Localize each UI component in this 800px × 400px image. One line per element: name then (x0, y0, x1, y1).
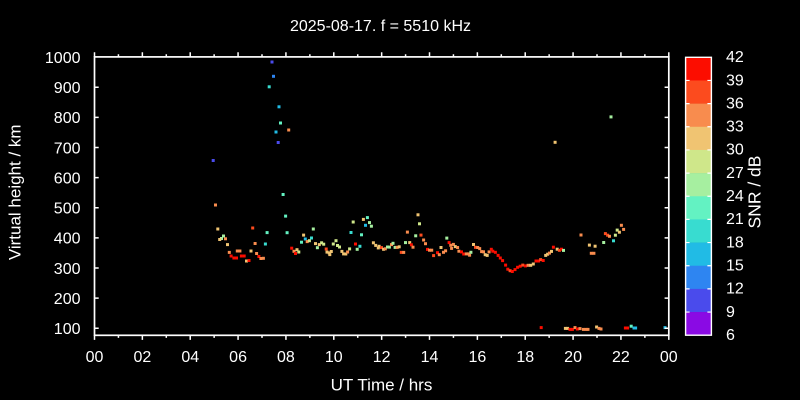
svg-text:900: 900 (54, 80, 81, 97)
svg-text:12: 12 (726, 281, 744, 298)
svg-text:Virtual height / km: Virtual height / km (6, 124, 25, 260)
svg-text:300: 300 (54, 261, 81, 278)
svg-text:12: 12 (373, 349, 391, 366)
svg-text:00: 00 (660, 349, 678, 366)
svg-text:06: 06 (229, 349, 247, 366)
svg-text:08: 08 (277, 349, 295, 366)
svg-text:18: 18 (726, 234, 744, 251)
svg-text:39: 39 (726, 72, 744, 89)
svg-text:SNR / dB: SNR / dB (745, 156, 765, 229)
svg-text:100: 100 (54, 321, 81, 338)
svg-text:36: 36 (726, 95, 744, 112)
svg-text:14: 14 (421, 349, 439, 366)
svg-text:1000: 1000 (45, 50, 81, 67)
svg-text:16: 16 (468, 349, 486, 366)
svg-text:02: 02 (133, 349, 151, 366)
svg-text:600: 600 (54, 170, 81, 187)
svg-text:UT Time / hrs: UT Time / hrs (331, 376, 433, 395)
svg-text:9: 9 (726, 304, 735, 321)
svg-text:00: 00 (86, 349, 104, 366)
svg-text:15: 15 (726, 258, 744, 275)
svg-text:30: 30 (726, 142, 744, 159)
svg-text:800: 800 (54, 110, 81, 127)
svg-text:22: 22 (612, 349, 630, 366)
svg-text:42: 42 (726, 49, 744, 66)
svg-text:6: 6 (726, 327, 735, 344)
svg-text:18: 18 (516, 349, 534, 366)
svg-text:33: 33 (726, 119, 744, 136)
svg-text:500: 500 (54, 201, 81, 218)
svg-text:21: 21 (726, 211, 744, 228)
svg-text:200: 200 (54, 291, 81, 308)
svg-text:27: 27 (726, 165, 744, 182)
svg-text:2025-08-17. f = 5510 kHz: 2025-08-17. f = 5510 kHz (290, 18, 471, 35)
svg-text:24: 24 (726, 188, 744, 205)
svg-text:20: 20 (564, 349, 582, 366)
svg-text:700: 700 (54, 140, 81, 157)
svg-text:10: 10 (325, 349, 343, 366)
svg-text:04: 04 (181, 349, 199, 366)
svg-text:400: 400 (54, 231, 81, 248)
